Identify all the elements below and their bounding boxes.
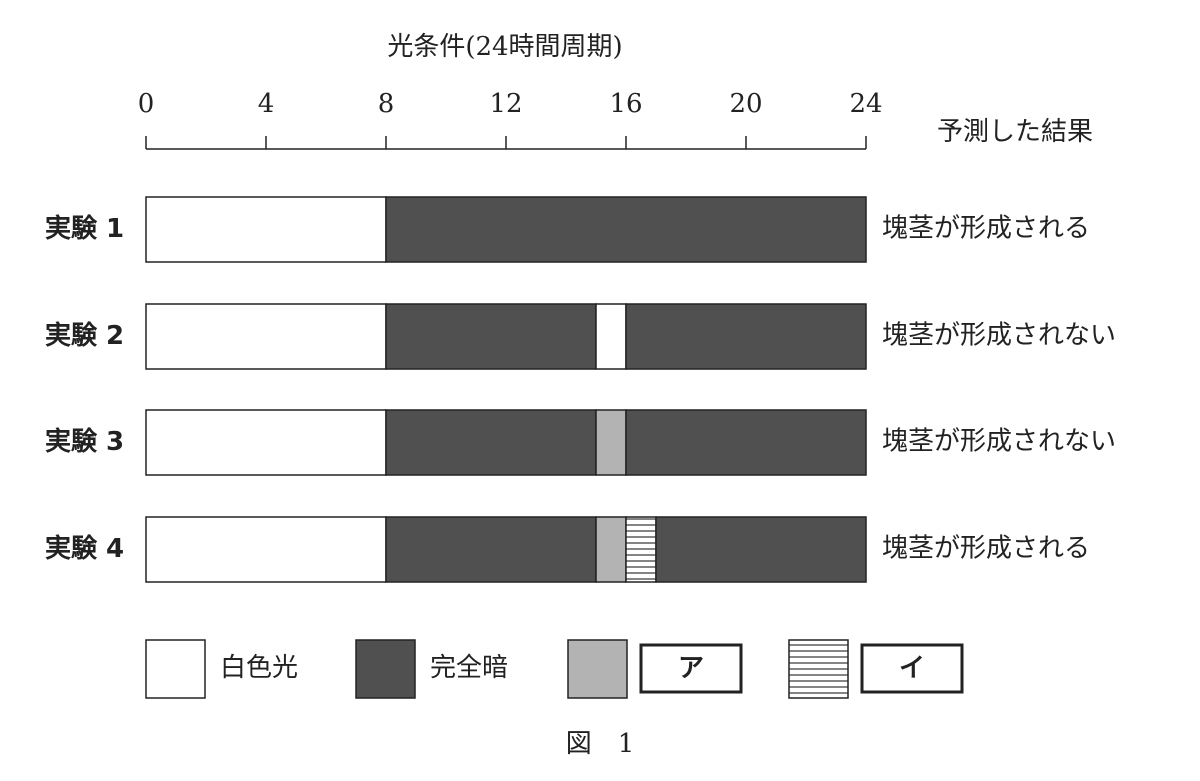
legend-label-box [639,643,743,694]
result: 塊茎が形成される [882,214,1090,244]
segment [595,516,627,583]
segment [385,196,867,263]
segment [145,409,387,476]
legend-label: 完全暗 [430,653,508,683]
segment [145,196,387,263]
tick-label: 0 [138,89,155,119]
segment [595,303,627,370]
result: 塊茎が形成される [882,534,1090,564]
axis-title: 光条件(24時間周期) [387,32,622,62]
segment [145,516,387,583]
result: 塊茎が形成されない [882,427,1116,457]
caption: 図 1 [566,729,635,759]
legend-swatch [355,639,416,699]
experiment-label: 実験 2 [45,320,124,351]
segment [385,303,597,370]
segment [385,409,597,476]
tick-label: 4 [258,89,275,119]
segment [595,409,627,476]
segment [385,516,597,583]
tick-label: 16 [609,89,642,119]
result: 塊茎が形成されない [882,321,1116,351]
experiment-label: 実験 3 [45,426,124,457]
segment [625,409,867,476]
tick-label: 20 [729,89,762,119]
legend-swatch [788,639,849,699]
tick-label: 12 [489,89,522,119]
legend-label: ア [678,654,704,684]
legend-label: イ [899,654,925,684]
legend-swatch [567,639,628,699]
legend-label-box [860,643,964,694]
tick-label: 8 [378,89,395,119]
segment [625,303,867,370]
segment [145,303,387,370]
segment [655,516,867,583]
experiment-label: 実験 1 [45,213,124,244]
legend-label: 白色光 [220,653,298,683]
result-header: 予測した結果 [937,117,1093,147]
segment [625,516,657,583]
experiment-label: 実験 4 [45,533,124,564]
legend-swatch [145,639,206,699]
tick-label: 24 [849,89,882,119]
